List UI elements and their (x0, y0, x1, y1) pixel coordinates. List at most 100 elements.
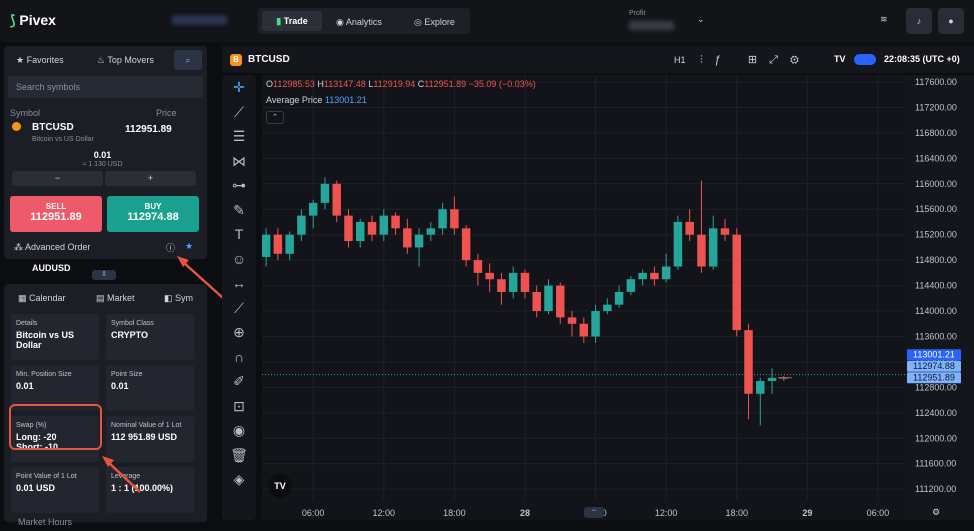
tool[interactable]: ∩ (233, 348, 245, 365)
tv-logo: TV (834, 54, 846, 64)
user[interactable]: ● (938, 8, 964, 34)
candle-body (556, 285, 565, 318)
detail-label: Swap (%) (16, 422, 47, 429)
price-badge (907, 372, 961, 384)
candle-body (661, 266, 671, 280)
detail-label: Min. Position Size (16, 371, 72, 378)
nav-explore[interactable]: ◎ Explore (414, 17, 455, 27)
tool[interactable]: ⟋ (234, 103, 244, 120)
legend-label: L (368, 79, 374, 89)
y-tick-label: 111200.00 (915, 484, 956, 494)
btc-icon (12, 122, 21, 131)
tool[interactable]: T (234, 226, 244, 242)
tab-market[interactable]: ▤ Market (96, 293, 135, 303)
clock: 22:08:35 (UTC +0) (884, 54, 960, 64)
legend-label: C (417, 79, 425, 89)
timeframe[interactable]: H1 (674, 55, 686, 65)
legend-label: O (266, 79, 274, 89)
tab-label: Market (107, 293, 135, 303)
candle-body (261, 234, 271, 257)
tab-symbol[interactable]: ◧ Sym (164, 293, 194, 303)
x-tick-label: 06:00 (302, 508, 325, 518)
top-bar: ⟆ Pivex ▮ Trade ◉ Analytics ◎ Explore Pr… (0, 0, 974, 42)
drawing-toolbar: ✛ ⟋ ☰ ⋈ ⊶ ✎ T ☺ ↔ ⟋ ⊕ ∩ ✐ ⊡ ◉ 🗑 ◈ (222, 75, 256, 520)
tool[interactable]: ✛ (233, 79, 245, 95)
detail-cell: Swap (%) Long: -20 Short: -10 (11, 416, 99, 462)
tool[interactable]: ◈ (233, 471, 245, 487)
candle-body (356, 221, 365, 242)
candle-body (461, 228, 471, 261)
search-placeholder: Search symbols (16, 82, 81, 92)
price-badge (907, 349, 961, 361)
candle-body (697, 234, 706, 267)
info-icon[interactable]: ⓘ (166, 243, 176, 253)
tool[interactable]: ✐ (233, 373, 245, 389)
candle-body (673, 221, 683, 267)
search-btn[interactable]: ⌕ (174, 50, 202, 70)
candle-body (285, 234, 294, 254)
avg-label: Average Price (266, 95, 323, 105)
nav-label: Trade (283, 16, 308, 26)
x-tick-label: 29 (802, 508, 812, 518)
chevron[interactable]: ⌄ (697, 14, 705, 24)
candle-body (603, 304, 612, 312)
candle-body (379, 215, 389, 235)
candle-body (438, 209, 447, 229)
nav-trade[interactable]: ▮ Trade (262, 11, 322, 31)
price-axis-bg (905, 75, 974, 520)
volume: 0.01 (93, 150, 112, 160)
y-tick-label: 113600.00 (915, 331, 957, 341)
candle-body (414, 234, 424, 248)
tool[interactable]: ⊕ (233, 324, 245, 340)
detail-value: Long: -20 (16, 432, 57, 442)
tool[interactable]: ☰ (232, 128, 246, 144)
candle-body (485, 272, 494, 280)
detail-value: 1 : 1 (100.00%) (111, 483, 174, 493)
splitter[interactable]: ⇕ (92, 270, 116, 280)
candle-body (332, 183, 341, 216)
candle-body (708, 228, 718, 267)
header-icons[interactable]: ⫶ƒ ⊞⤢⚙ (700, 54, 811, 66)
avg-legend: Average Price 113001.21 (266, 95, 367, 105)
tool[interactable]: ⊶ (232, 177, 246, 193)
collapse[interactable]: ⌃ (266, 111, 284, 124)
volume-usd: ≈ 1 130 USD (82, 161, 123, 168)
advanced-order[interactable]: ⁂ Advanced Order (14, 242, 91, 252)
toggle[interactable] (854, 54, 876, 65)
tool[interactable]: ⊡ (233, 397, 245, 414)
chart: 111200.00 111600.00 112000.00 112400.00 1128… (261, 75, 974, 520)
y-tick-label: 112000.00 (915, 433, 957, 443)
sell-btn[interactable]: SELL 112951.89 (10, 196, 102, 232)
candle-body (297, 215, 306, 235)
col-symbol: Symbol (10, 108, 41, 118)
star-icon[interactable]: ★ (185, 241, 194, 251)
tool[interactable]: 🗑 (230, 446, 248, 463)
tool[interactable]: ✎ (233, 201, 245, 218)
candle-body (591, 311, 600, 337)
tool[interactable]: ⋈ (232, 152, 246, 169)
candle-body (767, 377, 777, 382)
avg-value: 113001.21 (324, 95, 367, 105)
btc-icon: B (230, 54, 242, 66)
chart-header: B BTCUSD H1 ⫶ƒ ⊞⤢⚙ TV 22:08:35 (UTC +0) (222, 46, 974, 73)
plus-btn[interactable]: + (105, 171, 196, 186)
tab-calendar[interactable]: ▦ Calendar (18, 293, 66, 303)
candle-body (614, 291, 624, 305)
brand: ⟆ Pivex (10, 12, 56, 28)
candle-body (391, 215, 400, 229)
bell[interactable]: ♪ (906, 8, 932, 34)
search-input[interactable]: Search symbols (8, 76, 203, 98)
scroll-btn[interactable]: ⇔ (584, 507, 604, 518)
tool[interactable]: ◉ (232, 422, 246, 438)
legend-value: 112919.94 (373, 79, 416, 89)
settings[interactable]: ⚙ (932, 507, 941, 517)
tab-favorites[interactable]: ★ Favorites (16, 55, 64, 65)
tool[interactable]: ⟋ (234, 299, 244, 316)
minus-btn[interactable]: − (12, 171, 103, 186)
tool[interactable]: ↔ (232, 275, 246, 291)
tool[interactable]: ☺ (231, 250, 247, 267)
tab-top-movers[interactable]: ♨ Top Movers (97, 55, 154, 65)
buy-btn[interactable]: BUY 112974.88 (107, 196, 199, 232)
nav-analytics[interactable]: ◉ Analytics (336, 17, 382, 27)
